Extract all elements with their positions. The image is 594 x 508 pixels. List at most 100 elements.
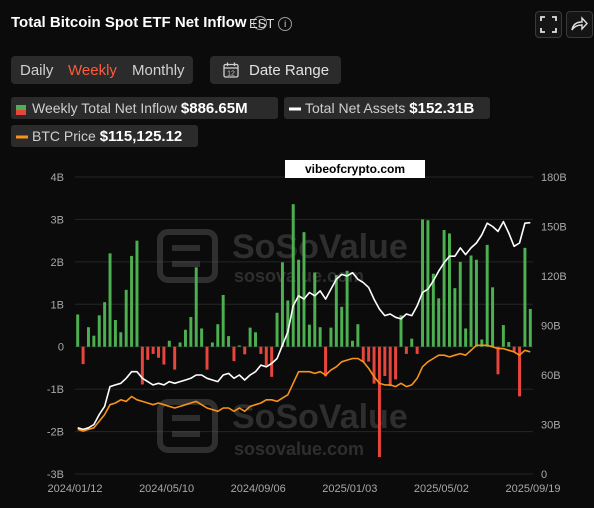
fullscreen-button[interactable] (535, 11, 562, 38)
interval-tabs: Daily Weekly Monthly (11, 56, 193, 84)
assets-legend-value: $152.31B (409, 100, 475, 117)
inflow-bar (523, 247, 527, 347)
inflow-bar (167, 340, 171, 347)
inflow-bar (157, 346, 160, 358)
inflow-bar (340, 306, 344, 347)
assets-legend-label: Total Net Assets (305, 100, 406, 116)
inflow-bar (92, 335, 96, 347)
timezone-info-icon[interactable]: i (278, 17, 293, 31)
date-range-button[interactable]: 12 Date Range (210, 56, 341, 84)
inflow-bar (469, 255, 473, 347)
inflow-bar (307, 324, 311, 347)
inflow-bar (124, 289, 128, 347)
inflow-bar (458, 261, 462, 347)
inflow-bar (421, 219, 425, 347)
share-button[interactable] (566, 11, 593, 38)
y-left-tick-label: 3B (51, 214, 64, 226)
y-left-tick-label: -2B (47, 427, 64, 439)
inflow-bar (512, 346, 516, 352)
page-title: Total Bitcoin Spot ETF Net Inflow i (11, 14, 267, 31)
inflow-bar (367, 346, 371, 362)
tab-daily[interactable]: Daily (20, 62, 54, 79)
y-left-tick-label: 4B (51, 172, 64, 184)
inflow-bar (162, 346, 166, 365)
inflow-bar (501, 325, 505, 347)
inflow-bar (448, 233, 451, 347)
x-tick-label: 2024/09/06 (231, 483, 286, 495)
fullscreen-icon (540, 16, 557, 33)
inflow-bar (205, 346, 209, 370)
inflow-bar (496, 346, 500, 375)
inflow-bar (280, 262, 284, 347)
inflow-bar (243, 346, 247, 355)
y-right-tick-label: 0 (541, 469, 547, 481)
timezone-label: EST i (249, 16, 293, 31)
inflow-bar (297, 259, 301, 347)
inflow-bar (302, 232, 306, 347)
inflow-bar (388, 346, 392, 387)
inflow-bar (140, 346, 144, 385)
inflow-bars (76, 204, 532, 458)
inflow-bar (146, 346, 150, 360)
info-icon[interactable]: i (252, 16, 267, 30)
y-left-tick-label: 2B (51, 257, 64, 269)
inflow-bar (383, 346, 387, 376)
inflow-bar (221, 294, 225, 347)
inflow-bar (437, 298, 441, 347)
y-right-tick-label: 30B (541, 420, 561, 432)
inflow-bar (200, 328, 204, 347)
inflow-bar (173, 346, 177, 370)
y-left-tick-label: 1B (51, 299, 64, 311)
inflow-bar (135, 240, 139, 347)
inflow-bar (151, 346, 155, 354)
inflow-bar (86, 327, 90, 347)
inflow-bar (318, 327, 322, 347)
inflow-bar (351, 340, 354, 347)
x-axis: 2024/01/12 2024/05/10 2024/09/06 2025/01/03… (47, 483, 560, 495)
inflow-bar (464, 328, 468, 347)
inflow-bar (216, 324, 220, 347)
legend-weekly-inflow[interactable]: Weekly Total Net Inflow $886.65M (11, 97, 278, 119)
inflow-bar (431, 273, 435, 347)
watermark-logo-icon-2 (157, 399, 218, 453)
inflow-bar (254, 332, 257, 347)
inflow-swatch-icon (16, 105, 26, 115)
inflow-bar (264, 346, 268, 366)
inflow-bar (237, 345, 241, 347)
total-net-assets-line (77, 220, 531, 431)
inflow-bar (183, 329, 187, 347)
inflow-bar (528, 308, 532, 347)
y-left-tick-label: -3B (47, 469, 64, 481)
date-range-label: Date Range (249, 62, 330, 79)
legend-btc-price[interactable]: BTC Price $115,125.12 (11, 125, 198, 147)
title-text: Total Bitcoin Spot ETF Net Inflow (11, 14, 247, 31)
legend-total-net-assets[interactable]: Total Net Assets $152.31B (284, 97, 490, 119)
inflow-bar (275, 312, 279, 347)
inflow-bar (361, 346, 365, 362)
inflow-bar (399, 315, 403, 347)
y-right-tick-label: 90B (541, 321, 561, 333)
inflow-bar (415, 346, 419, 354)
inflow-bar (410, 338, 414, 347)
timezone-text: EST (249, 16, 275, 31)
calendar-icon: 12 (223, 62, 239, 78)
inflow-bar (270, 346, 274, 377)
inflow-bar (130, 255, 134, 347)
svg-text:12: 12 (227, 71, 235, 78)
inflow-bar (474, 259, 478, 347)
tab-monthly[interactable]: Monthly (132, 62, 185, 79)
inflow-bar (313, 272, 317, 347)
inflow-bar (113, 319, 117, 347)
inflow-bar (81, 346, 85, 365)
tab-weekly[interactable]: Weekly (68, 62, 117, 79)
inflow-bar (345, 270, 349, 347)
btc-legend-label: BTC Price (32, 128, 96, 144)
inflow-bar (103, 302, 107, 347)
inflow-bar (356, 324, 360, 347)
watermark-url-bottom: sosovalue.com (234, 439, 364, 459)
inflow-bar (108, 253, 112, 347)
share-icon (571, 16, 588, 31)
assets-swatch-icon (289, 107, 301, 111)
y-axis-right: 180B 150B 120B 90B 60B 30B 0 (541, 172, 567, 481)
y-left-tick-label: -1B (47, 384, 64, 396)
